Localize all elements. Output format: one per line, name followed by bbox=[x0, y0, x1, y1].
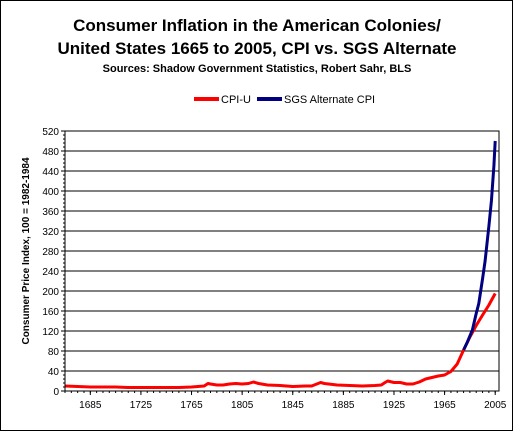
series-line-sgs bbox=[462, 140, 497, 351]
x-tick-label: 1845 bbox=[282, 400, 305, 411]
x-tick-label: 2005 bbox=[484, 400, 507, 411]
y-tick-label: 240 bbox=[42, 267, 59, 278]
x-axis-ticks: 1685 1725 1765 1805 1845 1885 1925 1965 2005 bbox=[64, 391, 507, 411]
y-tick-label: 120 bbox=[42, 327, 59, 338]
y-tick-label: 480 bbox=[42, 147, 59, 158]
x-tick-label: 1685 bbox=[79, 400, 102, 411]
y-axis-label: Consumer Price Index, 100 = 1982-1984 bbox=[21, 157, 32, 344]
y-tick-label: 0 bbox=[53, 387, 59, 398]
x-tick-label: 1765 bbox=[180, 400, 203, 411]
gridlines bbox=[65, 150, 499, 372]
x-tick-label: 1725 bbox=[130, 400, 153, 411]
legend-label-sgs: SGS Alternate CPI bbox=[284, 94, 375, 106]
y-tick-label: 160 bbox=[42, 307, 59, 318]
x-tick-label: 1925 bbox=[383, 400, 406, 411]
y-tick-label: 400 bbox=[42, 187, 59, 198]
series-lines bbox=[64, 140, 497, 389]
y-tick-label: 80 bbox=[48, 347, 60, 358]
y-axis-ticks: 0 40 80 120 160 200 240 280 320 360 400 440 480 520 bbox=[42, 127, 65, 398]
x-tick-label: 1805 bbox=[231, 400, 254, 411]
x-tick-label: 1965 bbox=[433, 400, 456, 411]
y-tick-label: 360 bbox=[42, 207, 59, 218]
chart-subtitle: Sources: Shadow Government Statistics, R… bbox=[103, 63, 412, 75]
plot-area-border bbox=[64, 130, 500, 392]
series-line-cpi-u bbox=[64, 292, 497, 389]
chart-title-line2: United States 1665 to 2005, CPI vs. SGS … bbox=[57, 39, 456, 58]
y-tick-label: 440 bbox=[42, 167, 59, 178]
legend: CPI-U SGS Alternate CPI bbox=[194, 94, 375, 106]
y-tick-label: 320 bbox=[42, 227, 59, 238]
x-tick-label: 1885 bbox=[332, 400, 355, 411]
y-tick-label: 200 bbox=[42, 287, 59, 298]
legend-label-cpi-u: CPI-U bbox=[221, 94, 251, 106]
y-tick-label: 40 bbox=[48, 367, 60, 378]
chart-title: Consumer Inflation in the American Colon… bbox=[73, 16, 441, 35]
y-tick-label: 520 bbox=[42, 127, 59, 138]
y-tick-label: 280 bbox=[42, 247, 59, 258]
